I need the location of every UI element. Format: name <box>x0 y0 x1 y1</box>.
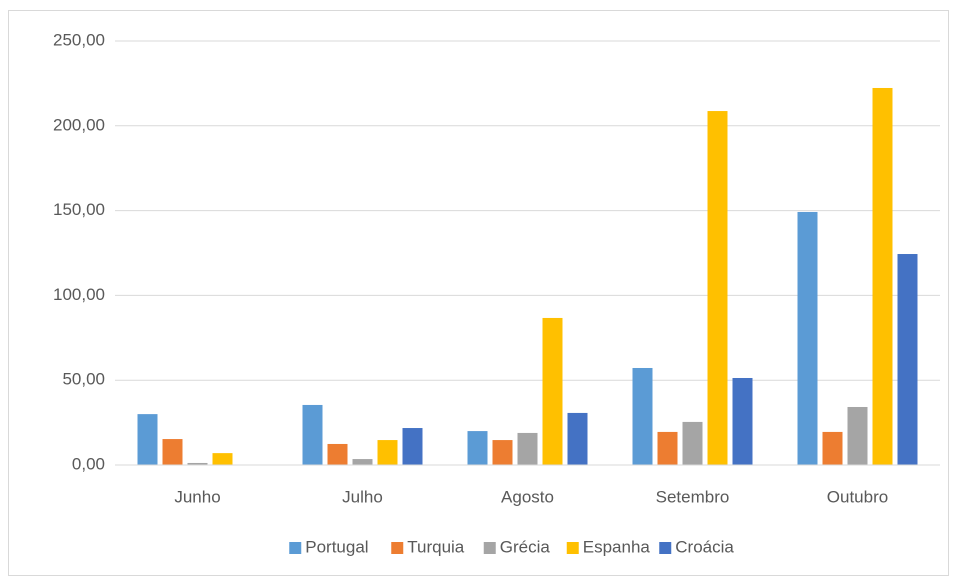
bar <box>137 414 158 465</box>
bar <box>732 377 753 465</box>
bar <box>212 453 233 465</box>
legend-swatch <box>289 542 302 554</box>
bar <box>872 87 893 466</box>
legend-label: Grécia <box>500 537 551 556</box>
bar <box>467 431 488 465</box>
x-tick-label: Julho <box>342 487 383 506</box>
legend-label: Turquia <box>407 537 465 556</box>
x-tick-label: Junho <box>174 487 220 506</box>
bar <box>632 367 653 465</box>
y-tick-label: 250,00 <box>53 30 105 49</box>
bar <box>492 440 513 465</box>
legend-swatch <box>391 542 404 554</box>
bar <box>797 211 818 465</box>
legend-swatch <box>483 542 496 554</box>
bar <box>897 254 918 465</box>
legend-label: Espanha <box>583 537 651 556</box>
bar <box>707 111 728 465</box>
y-tick-label: 50,00 <box>62 370 105 389</box>
bar <box>682 421 703 465</box>
legend-label: Portugal <box>305 537 368 556</box>
bar <box>542 317 563 465</box>
x-tick-label: Setembro <box>656 487 730 506</box>
legend-swatch <box>566 542 579 554</box>
bar <box>327 443 348 465</box>
chart-frame <box>8 10 949 576</box>
bar <box>187 462 208 465</box>
y-tick-label: 200,00 <box>53 115 105 134</box>
x-tick-label: Outubro <box>827 487 888 506</box>
bar <box>822 431 843 465</box>
bar <box>657 431 678 465</box>
legend-swatch <box>659 542 672 554</box>
bar <box>567 412 588 465</box>
bar <box>402 428 423 465</box>
legend-label: Croácia <box>675 537 734 556</box>
bar <box>847 406 868 465</box>
bar <box>377 440 398 465</box>
y-tick-label: 150,00 <box>53 200 105 219</box>
y-tick-label: 0,00 <box>72 454 105 473</box>
bar <box>162 439 183 465</box>
bar <box>352 459 373 465</box>
x-tick-label: Agosto <box>501 487 554 506</box>
bar <box>302 404 323 465</box>
bar <box>517 432 538 465</box>
y-tick-label: 100,00 <box>53 285 105 304</box>
